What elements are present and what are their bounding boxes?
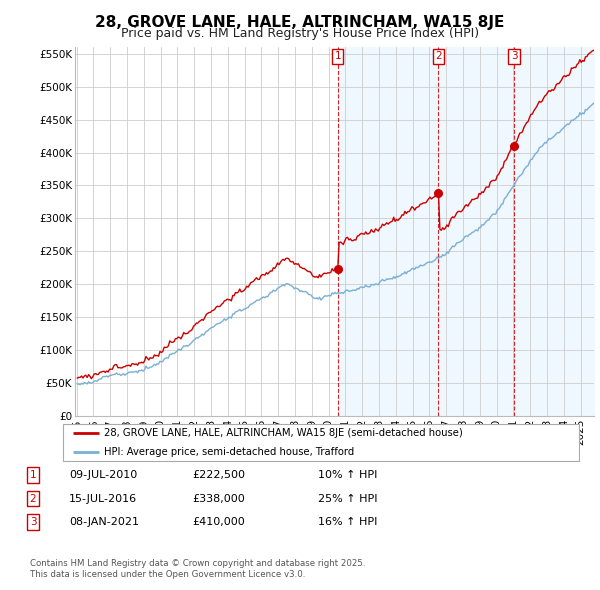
Text: 15-JUL-2016: 15-JUL-2016 (69, 494, 137, 503)
FancyBboxPatch shape (62, 424, 580, 461)
Text: 1: 1 (29, 470, 37, 480)
Text: 1: 1 (334, 51, 341, 61)
Text: £410,000: £410,000 (192, 517, 245, 527)
Text: 3: 3 (29, 517, 37, 527)
Text: 10% ↑ HPI: 10% ↑ HPI (318, 470, 377, 480)
Text: 16% ↑ HPI: 16% ↑ HPI (318, 517, 377, 527)
Text: HPI: Average price, semi-detached house, Trafford: HPI: Average price, semi-detached house,… (104, 447, 355, 457)
Text: 09-JUL-2010: 09-JUL-2010 (69, 470, 137, 480)
Text: 2: 2 (29, 494, 37, 503)
Text: £222,500: £222,500 (192, 470, 245, 480)
Text: Contains HM Land Registry data © Crown copyright and database right 2025.
This d: Contains HM Land Registry data © Crown c… (30, 559, 365, 579)
Text: 25% ↑ HPI: 25% ↑ HPI (318, 494, 377, 503)
Text: 28, GROVE LANE, HALE, ALTRINCHAM, WA15 8JE: 28, GROVE LANE, HALE, ALTRINCHAM, WA15 8… (95, 15, 505, 30)
Text: 28, GROVE LANE, HALE, ALTRINCHAM, WA15 8JE (semi-detached house): 28, GROVE LANE, HALE, ALTRINCHAM, WA15 8… (104, 428, 463, 438)
Text: 08-JAN-2021: 08-JAN-2021 (69, 517, 139, 527)
Text: Price paid vs. HM Land Registry's House Price Index (HPI): Price paid vs. HM Land Registry's House … (121, 27, 479, 40)
Text: 3: 3 (511, 51, 517, 61)
Text: 2: 2 (435, 51, 442, 61)
Text: £338,000: £338,000 (192, 494, 245, 503)
